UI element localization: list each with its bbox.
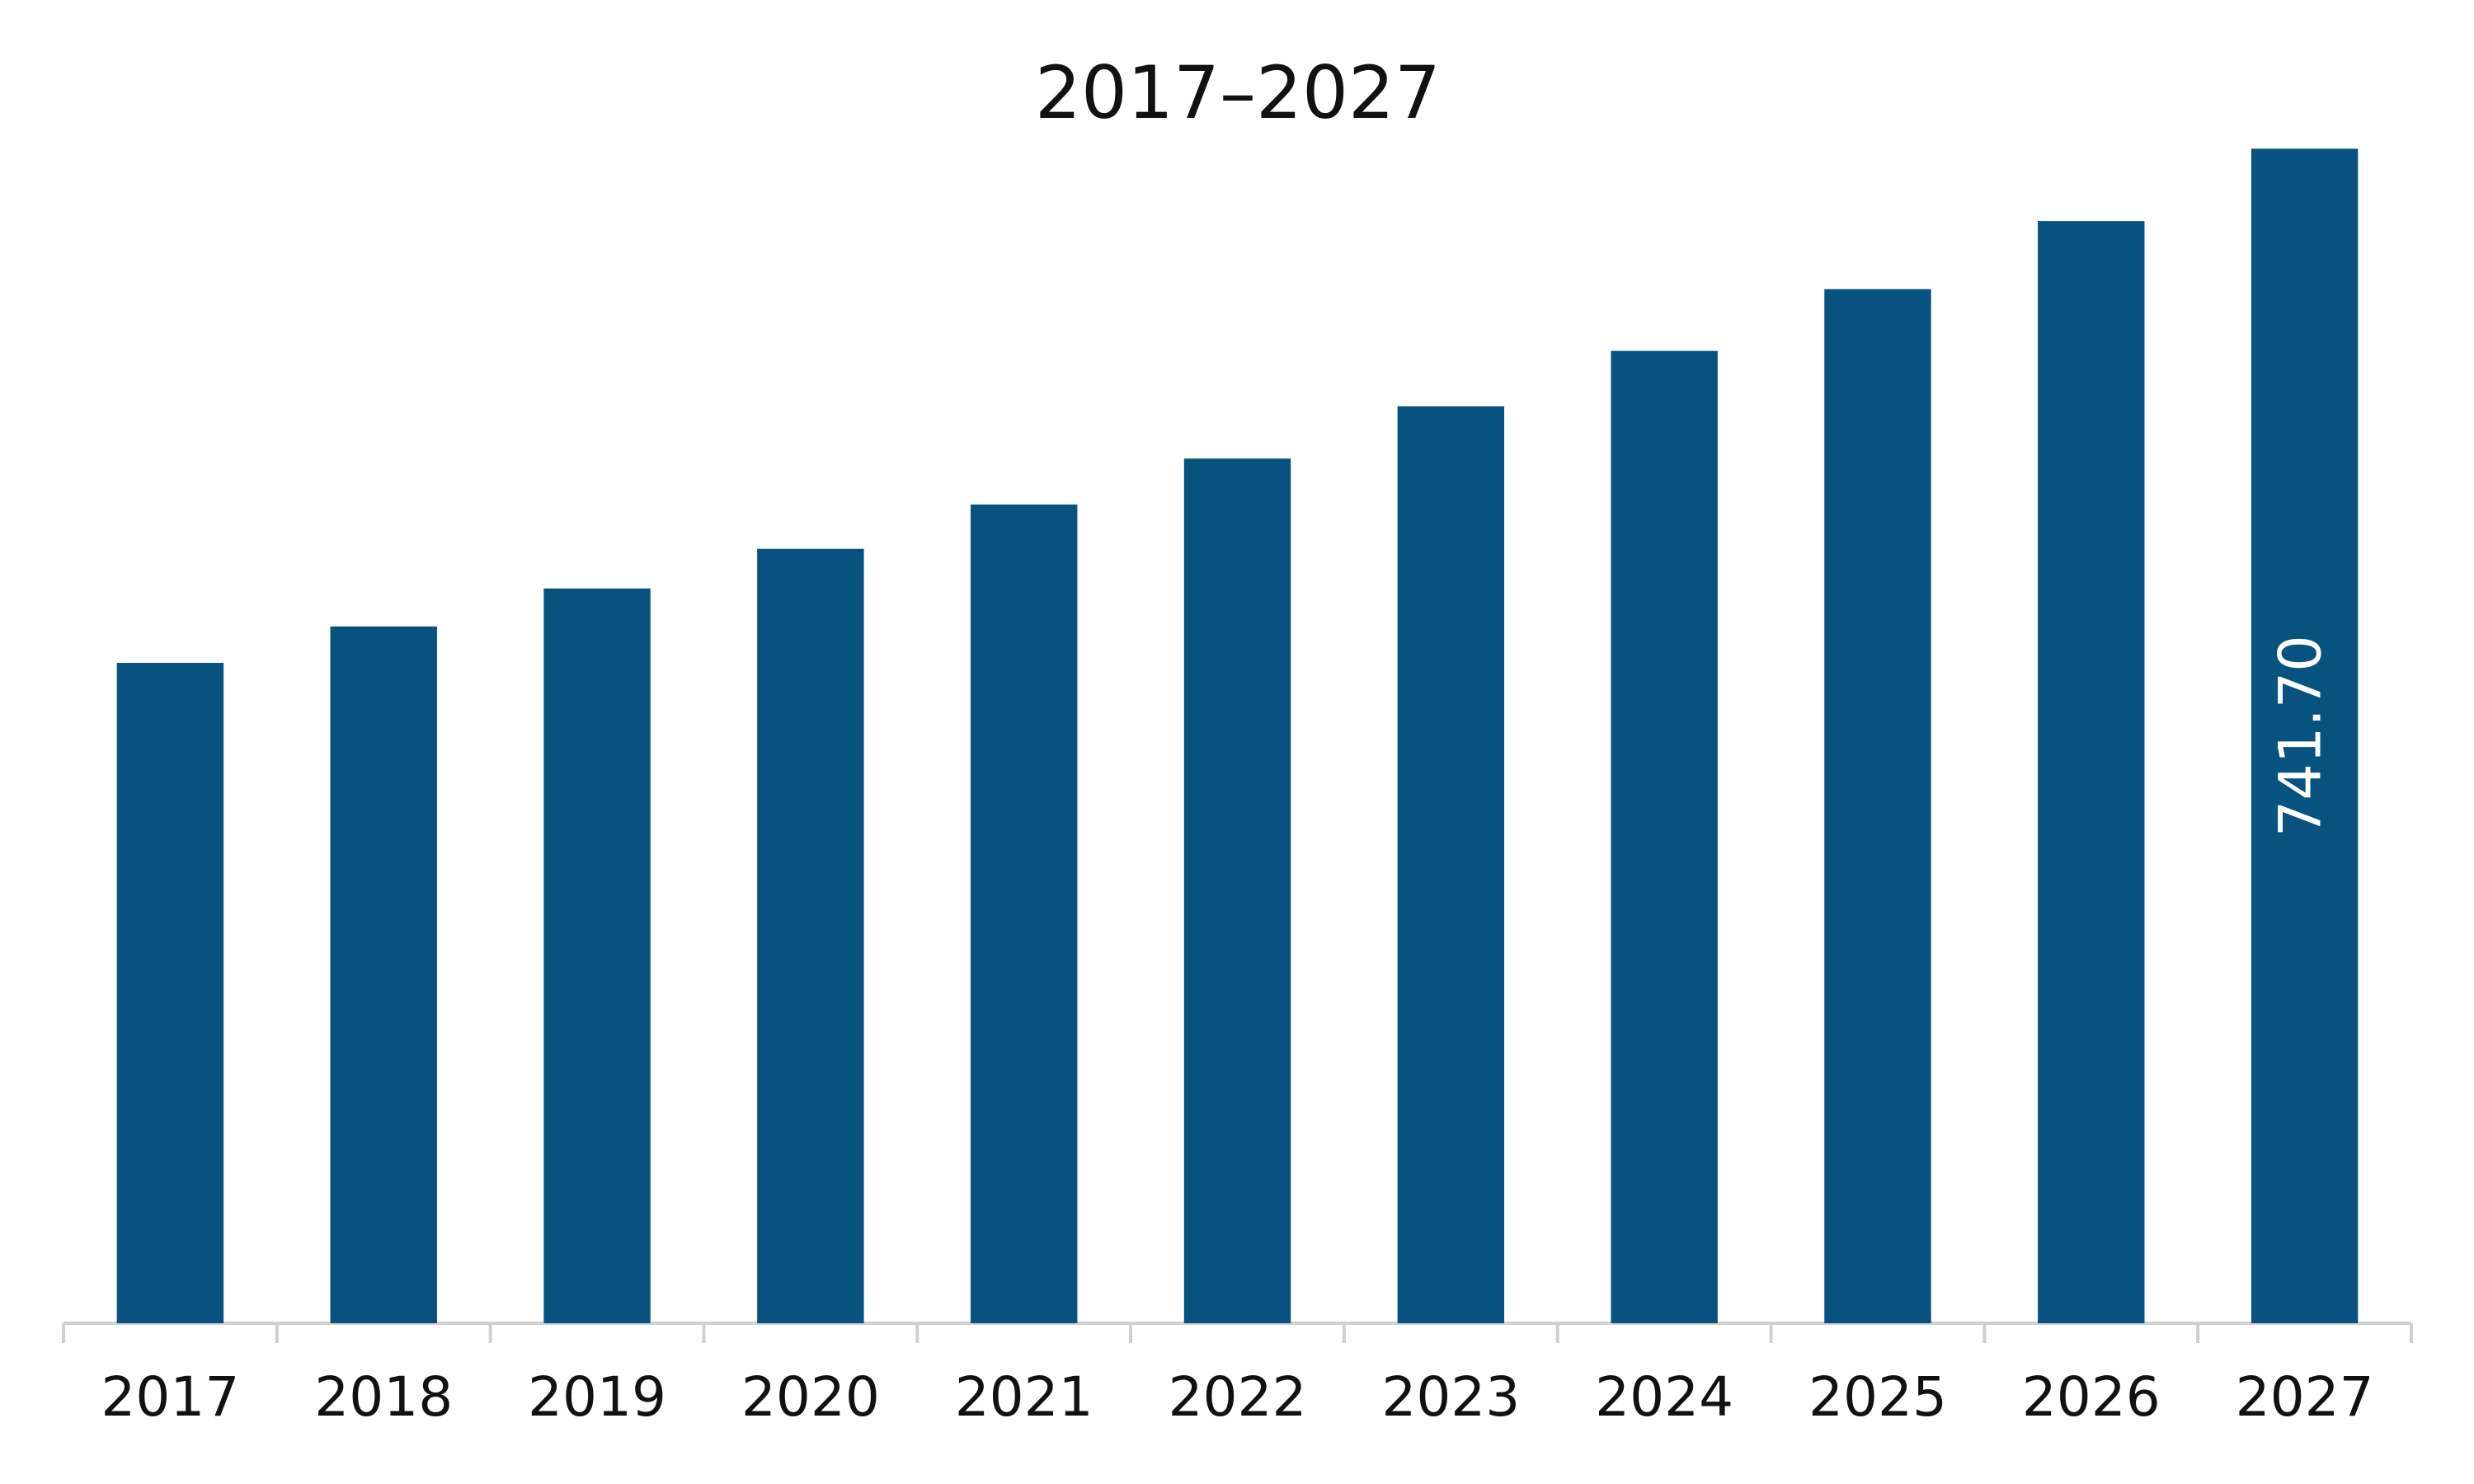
bar — [1397, 406, 1505, 1323]
bar — [1183, 458, 1291, 1324]
bar — [757, 548, 864, 1323]
x-tick-label: 2020 — [741, 1365, 880, 1429]
bar — [116, 663, 224, 1323]
bar — [2251, 148, 2359, 1324]
x-tick-label: 2018 — [314, 1365, 453, 1429]
value-label: 741.70 — [2267, 635, 2335, 837]
bar — [1611, 350, 1718, 1323]
x-tick-label: 2023 — [1381, 1365, 1520, 1429]
x-tick-label: 2026 — [2022, 1365, 2161, 1429]
x-tick-label: 2024 — [1595, 1365, 1733, 1429]
x-tick-label: 2021 — [955, 1365, 1094, 1429]
bar — [543, 588, 651, 1323]
x-tick-label: 2027 — [2236, 1365, 2374, 1429]
bar — [1824, 289, 1931, 1323]
x-tick-label: 2019 — [528, 1365, 666, 1429]
x-tick-label: 2025 — [1808, 1365, 1947, 1429]
x-tick-label: 2017 — [101, 1365, 239, 1429]
bar — [2038, 221, 2145, 1323]
bar — [330, 626, 437, 1323]
bar — [970, 504, 1078, 1323]
chart-title: 2017–2027 — [1035, 50, 1441, 135]
x-tick-label: 2022 — [1169, 1365, 1307, 1429]
